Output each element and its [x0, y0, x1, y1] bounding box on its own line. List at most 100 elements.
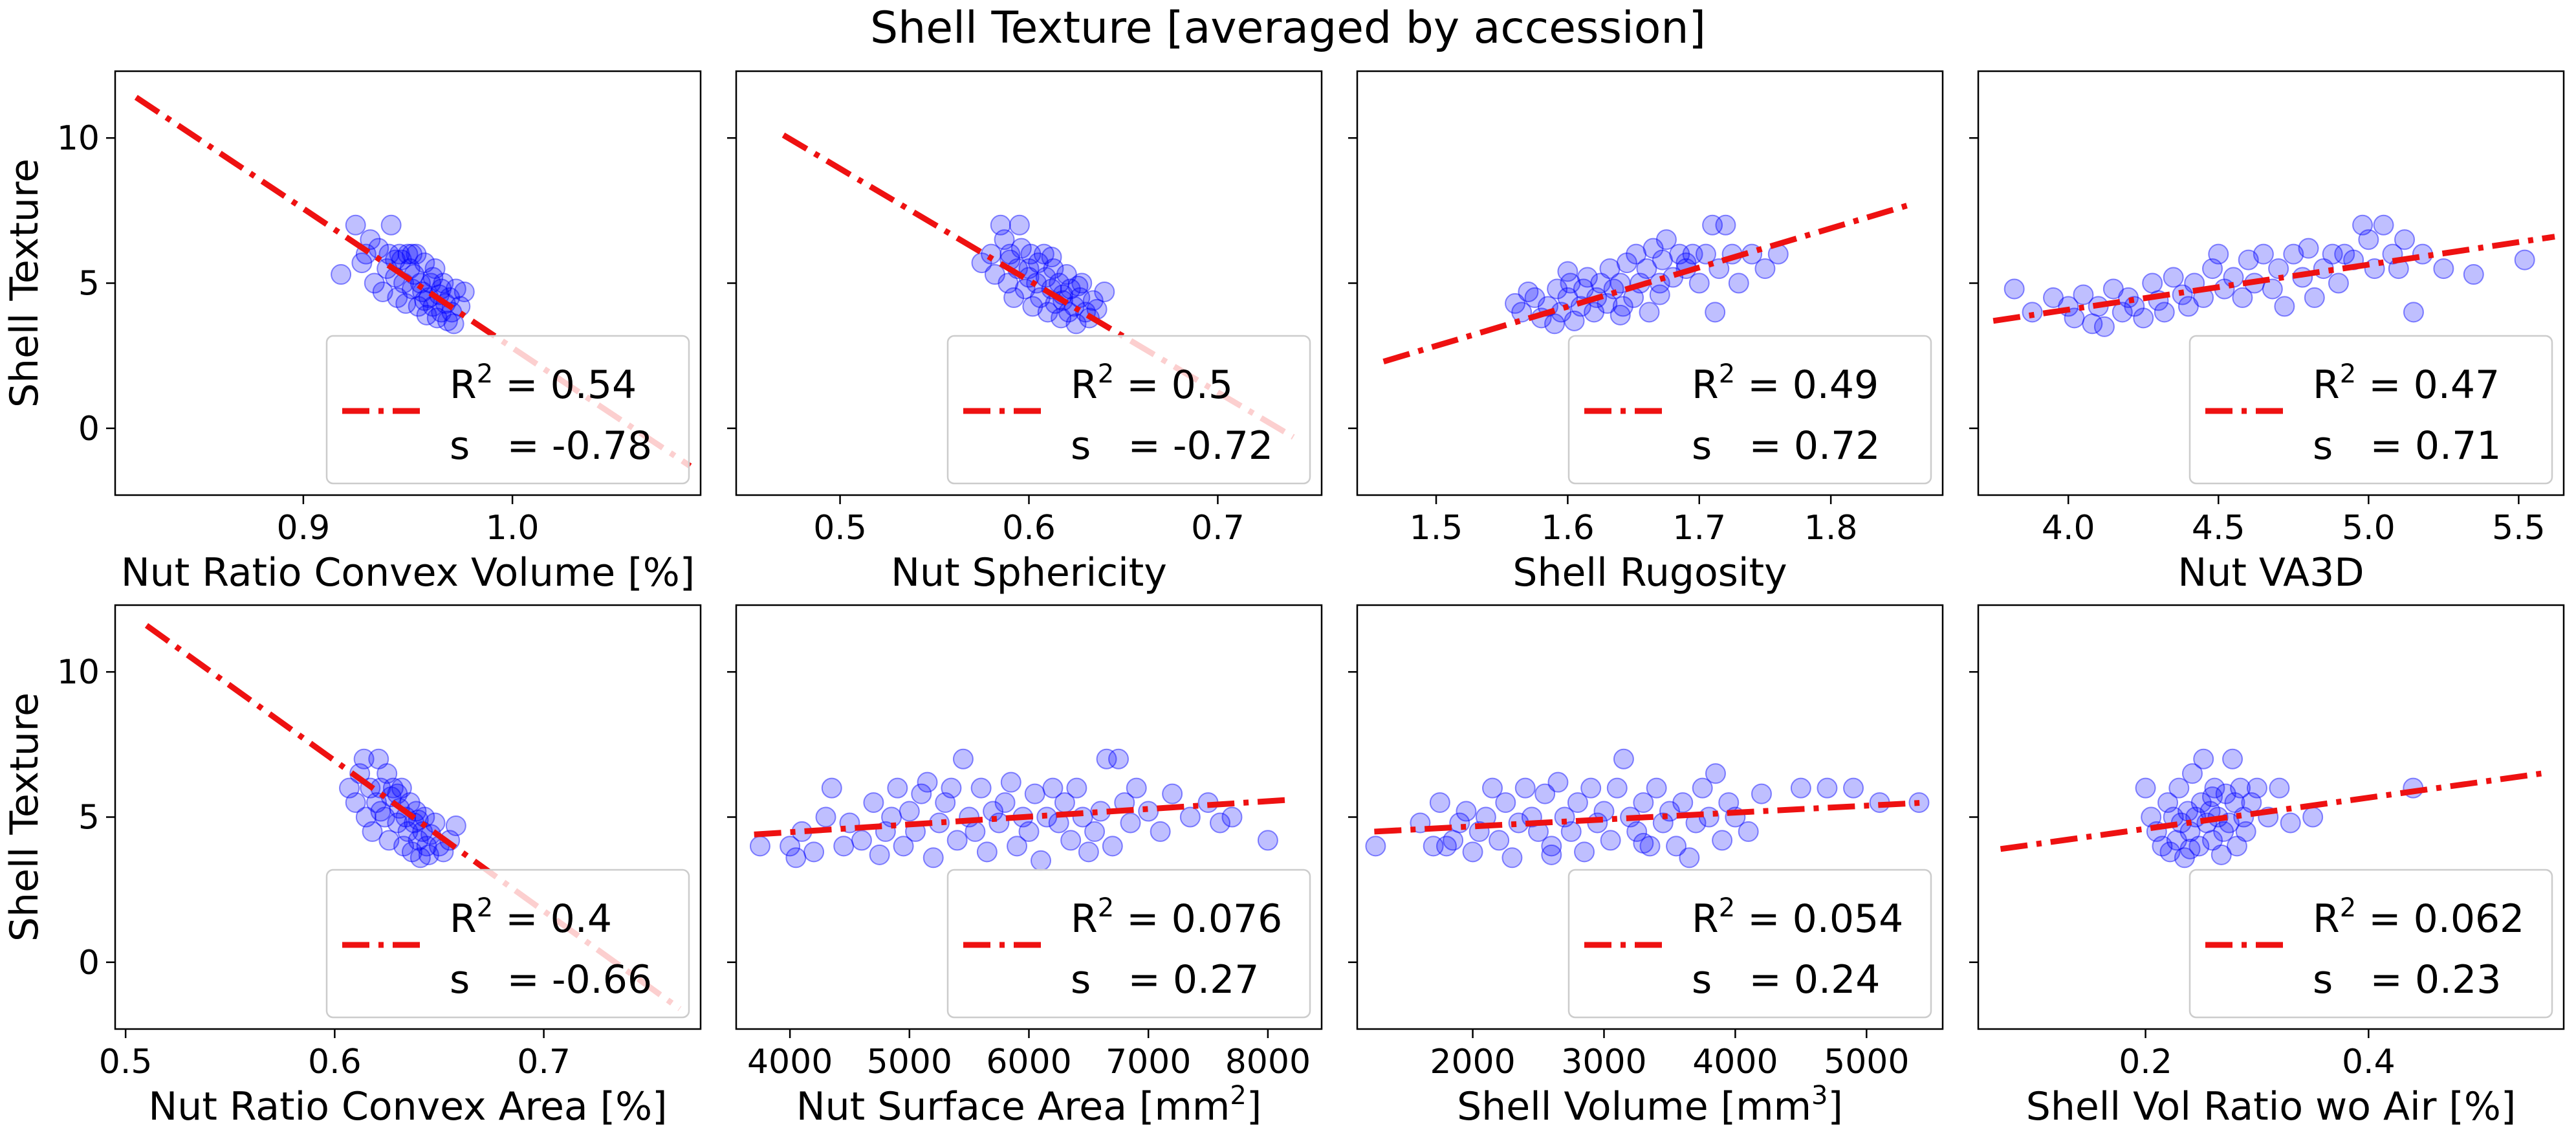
legend-slope: s = 0.71 [2313, 423, 2501, 469]
scatter-point [1790, 777, 1811, 799]
x-axis-label-text: Shell Volume [mm [1457, 1084, 1811, 1129]
scatter-point [1626, 821, 1648, 842]
plot-area [144, 623, 682, 1012]
scatter-point [1557, 261, 1578, 282]
scatter-point [1120, 812, 1141, 834]
legend-r-squared-label: R [450, 896, 477, 942]
legend-r-squared-superscript: 2 [477, 359, 493, 389]
scatter-point [1541, 844, 1562, 865]
x-tick-label: 1.7 [1672, 509, 1726, 548]
scatter-point [443, 313, 464, 335]
legend-r-squared-superscript: 2 [1719, 893, 1735, 923]
legend-r-squared: R2 = 0.47 [2313, 359, 2500, 408]
scatter-point [1138, 801, 1159, 822]
scatter-point [391, 777, 412, 799]
x-tick-label: 0.6 [308, 1043, 362, 1081]
legend-r-squared-value: = 0.5 [1114, 362, 1233, 408]
x-axis-label-text: Nut Surface Area [mm [796, 1084, 1230, 1129]
scatter-point [1682, 243, 1703, 265]
scatter-point [1051, 307, 1072, 329]
legend-r-squared-label: R [1071, 896, 1098, 942]
scatter-point [1616, 252, 1637, 274]
scatter-point [1489, 830, 1510, 851]
scatter-point [2246, 777, 2267, 799]
legend-r-squared-superscript: 2 [477, 893, 493, 923]
scatter-point [941, 777, 962, 799]
scatter-point [409, 847, 431, 869]
legend-r-squared-label: R [2313, 896, 2340, 942]
scatter-point [893, 836, 914, 857]
scatter-point [331, 264, 352, 285]
scatter-point [1018, 821, 1040, 842]
legend-r-squared-superscript: 2 [2340, 359, 2356, 389]
x-axis-label: Nut Ratio Convex Volume [%] [121, 550, 695, 595]
scatter-point [1078, 841, 1099, 863]
scatter-point [803, 841, 825, 863]
scatter-point [370, 801, 391, 822]
scatter-point [984, 264, 1005, 285]
scatter-point [2224, 792, 2245, 814]
scatter-point [414, 252, 435, 274]
scatter-point [1633, 832, 1654, 854]
scatter-point [1518, 281, 1539, 302]
scatter-point [401, 243, 422, 265]
x-axis-label-text: Nut Sphericity [891, 550, 1167, 595]
scatter-point [2394, 229, 2416, 250]
scatter-point [2102, 278, 2124, 300]
x-tick-label: 0.5 [813, 509, 867, 548]
scatter-point [1666, 836, 1687, 857]
scatter-point [2202, 830, 2223, 851]
scatter-point [2189, 836, 2210, 857]
scatter-point [887, 777, 908, 799]
legend: R2 = 0.4 s = -0.66 [325, 869, 690, 1019]
plot-area [134, 94, 692, 469]
scatter-point [1501, 847, 1523, 869]
scatter-point [1577, 267, 1598, 288]
scatter-point [1547, 278, 1568, 300]
legend-r-squared: R2 = 0.054 [1692, 893, 1903, 942]
scatter-point [377, 763, 398, 784]
legend-r-squared: R2 = 0.062 [2313, 893, 2524, 942]
scatter-point [2135, 777, 2156, 799]
scatter-point [899, 801, 920, 822]
scatter-point [2226, 836, 2247, 857]
x-axis-label: Shell Volume [mm3] [1457, 1081, 1843, 1129]
scatter-point [785, 847, 807, 869]
y-tick-label: 5 [78, 799, 100, 837]
x-axis-label-text: Shell Vol Ratio wo Air [%] [2026, 1084, 2516, 1129]
scatter-point [917, 771, 938, 793]
scatter-point [1580, 777, 1602, 799]
x-axis-label: Nut VA3D [2178, 550, 2364, 595]
scatter-point [1024, 783, 1045, 804]
scatter-point [1060, 830, 1082, 851]
scatter-point [2230, 777, 2251, 799]
scatter-point [1150, 821, 1171, 842]
fit-line [1382, 202, 1911, 364]
scatter-point [2302, 806, 2324, 828]
scatter-point [976, 841, 998, 863]
fit-line [144, 623, 682, 1012]
scatter-point [1708, 258, 1730, 280]
x-tick-label: 0.7 [517, 1043, 571, 1081]
scatter-point [374, 806, 395, 828]
scatter-point [1567, 792, 1588, 814]
scatter-point [1606, 777, 1628, 799]
scatter-point [2082, 313, 2103, 335]
scatter-point [833, 836, 855, 857]
scatter-point [424, 258, 446, 280]
legend-box [1567, 335, 1932, 485]
x-tick-label: 1.5 [1410, 509, 1463, 548]
scatter-point [1071, 272, 1093, 294]
x-tick-label: 0.5 [99, 1043, 153, 1081]
scatter-point [815, 806, 836, 828]
scatter-point [1626, 243, 1647, 265]
scatter-point [2262, 278, 2283, 300]
scatter-point [408, 830, 429, 851]
scatter-point [401, 841, 422, 863]
scatter-point [1573, 278, 1594, 300]
x-axis-label-text: Nut Ratio Convex Area [%] [148, 1084, 667, 1129]
scatter-point [2202, 786, 2223, 808]
scatter-point [2298, 238, 2319, 259]
